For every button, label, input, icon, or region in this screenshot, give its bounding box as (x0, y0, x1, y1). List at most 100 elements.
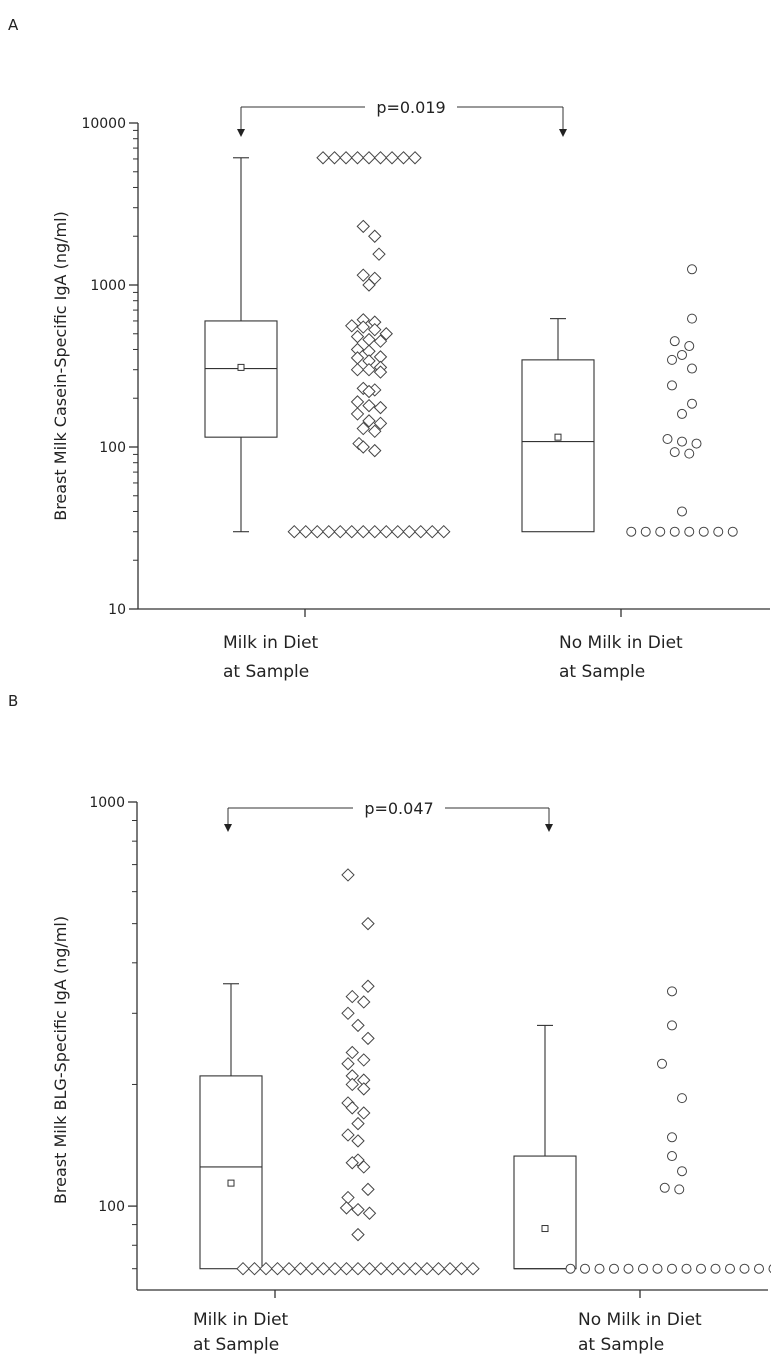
data-point (341, 868, 355, 882)
data-point (362, 1261, 377, 1276)
x-category-label: No Milk in Diet at Sample (559, 633, 683, 682)
data-point (667, 1151, 677, 1162)
data-point (259, 1261, 273, 1276)
data-point (350, 151, 365, 165)
data-point (341, 1057, 355, 1071)
data-point (677, 1093, 687, 1104)
data-point (345, 1156, 359, 1170)
mean-marker (554, 433, 562, 441)
data-point (698, 526, 709, 537)
data-point (361, 979, 375, 993)
data-point (345, 989, 359, 1004)
data-point (356, 320, 370, 334)
data-point (687, 313, 697, 324)
data-point (684, 448, 695, 459)
y-tick-label: 1000 (90, 278, 126, 294)
data-point (356, 268, 370, 282)
data-point (350, 395, 365, 409)
data-point (357, 1160, 371, 1174)
data-point (373, 400, 388, 415)
data-point (357, 1082, 371, 1096)
data-point (356, 440, 370, 454)
data-point (754, 1263, 764, 1274)
data-point (466, 1261, 480, 1276)
y-tick-label: 100 (99, 440, 126, 456)
x-category-label: Milk in Diet at Sample (193, 1310, 289, 1355)
data-point (414, 524, 428, 539)
data-point (431, 1261, 446, 1276)
data-point (580, 1263, 590, 1274)
data-point (623, 1263, 634, 1274)
data-point (408, 151, 422, 165)
data-point (339, 151, 353, 165)
data-point (391, 524, 405, 539)
data-point (667, 1263, 677, 1274)
data-point (443, 1261, 457, 1276)
data-point (609, 1263, 619, 1274)
data-point (657, 1058, 667, 1069)
data-point (638, 1263, 648, 1274)
x-category-label: No Milk in Diet at Sample (578, 1310, 702, 1355)
data-point (669, 526, 680, 537)
data-point (372, 247, 386, 261)
panel-b: B 100 1000 Breast Milk BLG-Specific IgA (ng… (8, 692, 771, 1355)
panel-label: B (8, 692, 18, 710)
data-point (727, 526, 738, 537)
data-point (454, 1261, 469, 1276)
data-point (351, 1018, 365, 1033)
data-point (669, 447, 680, 458)
data-point (374, 1261, 388, 1276)
data-point (357, 995, 371, 1009)
y-tick-label: 10000 (81, 116, 126, 132)
data-point (345, 1101, 359, 1115)
data-point (247, 1261, 262, 1276)
data-point (362, 414, 376, 428)
data-point (677, 506, 687, 517)
data-point (327, 151, 342, 165)
data-point (361, 1031, 375, 1046)
data-point (350, 407, 365, 421)
data-point (361, 916, 375, 931)
data-point (362, 278, 376, 292)
data-point (402, 524, 416, 539)
data-point (310, 524, 324, 539)
data-point (368, 229, 382, 243)
data-point (287, 524, 301, 539)
data-point (341, 1006, 355, 1021)
data-point (385, 151, 399, 165)
mean-marker (541, 1225, 549, 1233)
y-tick-label: 100 (98, 1199, 125, 1215)
data-point (659, 1182, 670, 1193)
p-value-annotation: p=0.047 (364, 799, 433, 818)
data-point (362, 398, 376, 413)
mean-marker (227, 1179, 235, 1187)
data-point (379, 524, 393, 539)
data-point (350, 362, 365, 377)
data-point (373, 365, 388, 379)
data-point (362, 332, 376, 347)
data-point (368, 424, 382, 439)
data-point (333, 524, 347, 539)
data-point (667, 354, 677, 365)
data-point (362, 151, 376, 165)
data-point (667, 986, 677, 997)
data-point (351, 1134, 365, 1148)
x-category-label: Milk in Diet at Sample (223, 633, 319, 682)
data-point (397, 1261, 411, 1276)
data-point (626, 526, 637, 537)
y-tick-label: 10 (108, 602, 126, 618)
data-point (339, 1261, 354, 1276)
data-point (710, 1263, 721, 1274)
data-point (356, 219, 370, 234)
data-point (328, 1261, 342, 1276)
data-point (345, 524, 359, 539)
data-point (373, 334, 388, 348)
data-point (684, 341, 695, 352)
box (521, 359, 595, 533)
y-axis-label: Breast Milk BLG-Specific IgA (ng/ml) (51, 916, 70, 1204)
data-point (684, 526, 695, 537)
bracket-arrowhead (224, 824, 232, 832)
data-point (293, 1261, 308, 1276)
data-point (373, 151, 388, 165)
data-point (350, 351, 365, 365)
